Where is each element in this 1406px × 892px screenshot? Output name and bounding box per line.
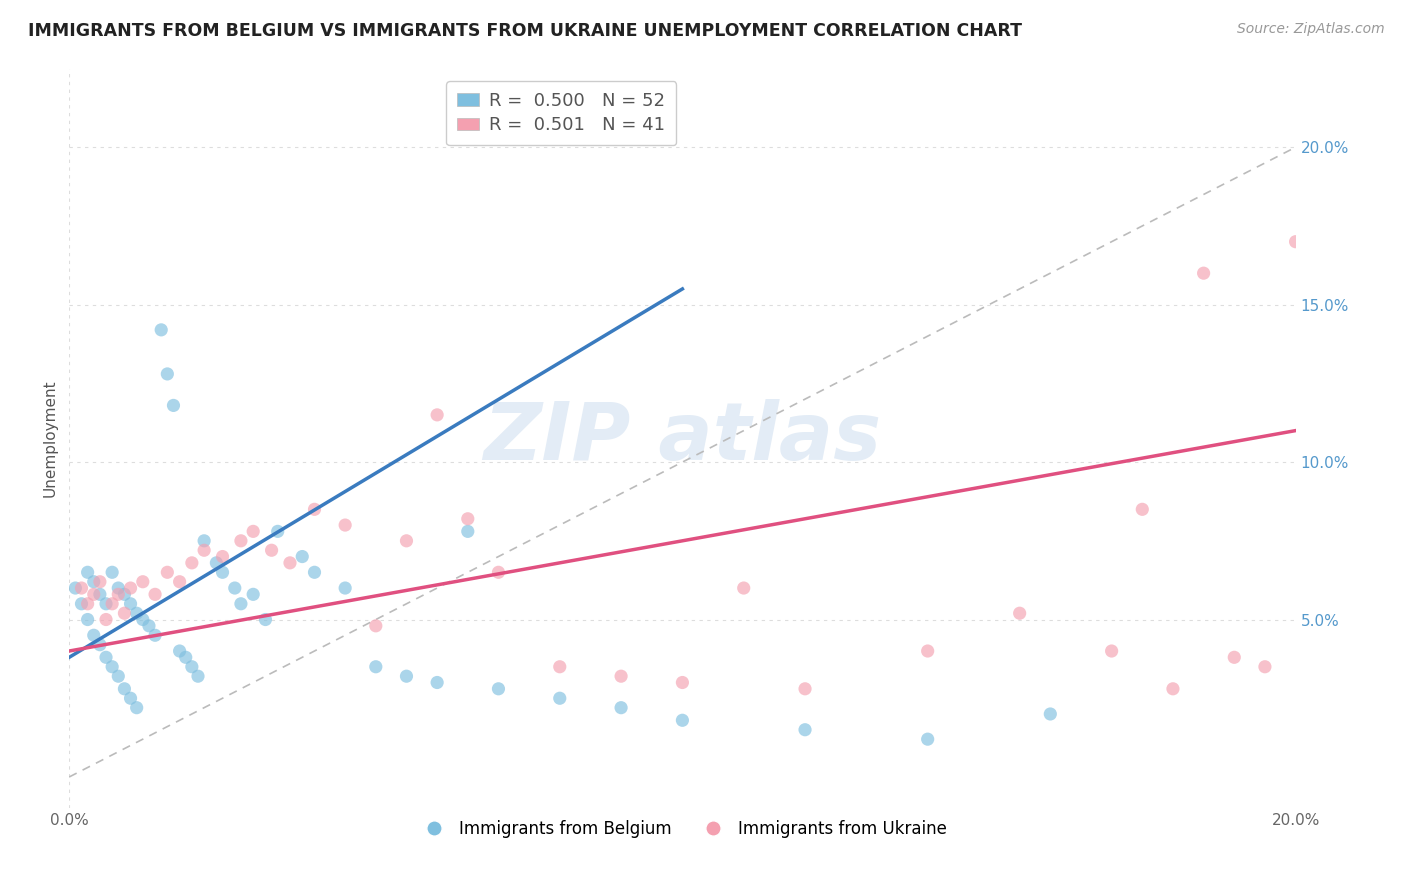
Point — [120, 581, 142, 595]
Point — [548, 691, 571, 706]
Point — [101, 566, 124, 580]
Point — [94, 613, 117, 627]
Point — [156, 566, 179, 580]
Point — [304, 502, 326, 516]
Point — [1101, 644, 1123, 658]
Point — [211, 566, 233, 580]
Point — [917, 732, 939, 747]
Point — [548, 659, 571, 673]
Point — [1284, 235, 1306, 249]
Point — [364, 659, 387, 673]
Point — [125, 606, 148, 620]
Point — [224, 581, 246, 595]
Point — [70, 597, 93, 611]
Point — [65, 581, 87, 595]
Point — [211, 549, 233, 564]
Point — [76, 597, 98, 611]
Point — [205, 556, 228, 570]
Y-axis label: Unemployment: Unemployment — [44, 380, 58, 498]
Point — [162, 399, 184, 413]
Point — [1254, 659, 1277, 673]
Point — [180, 659, 202, 673]
Point — [193, 533, 215, 548]
Point — [101, 597, 124, 611]
Point — [242, 524, 264, 539]
Point — [193, 543, 215, 558]
Point — [101, 659, 124, 673]
Point — [169, 574, 191, 589]
Point — [112, 681, 135, 696]
Point — [794, 681, 817, 696]
Point — [1192, 266, 1215, 280]
Point — [794, 723, 817, 737]
Point — [1223, 650, 1246, 665]
Point — [229, 533, 252, 548]
Point — [83, 574, 105, 589]
Point — [94, 650, 117, 665]
Point — [671, 675, 693, 690]
Point — [1039, 706, 1062, 721]
Point — [83, 587, 105, 601]
Point — [278, 556, 301, 570]
Point — [488, 681, 510, 696]
Point — [180, 556, 202, 570]
Point — [291, 549, 314, 564]
Point — [488, 566, 510, 580]
Point — [457, 524, 479, 539]
Point — [254, 613, 277, 627]
Point — [1161, 681, 1184, 696]
Point — [1008, 606, 1031, 620]
Point — [304, 566, 326, 580]
Point — [242, 587, 264, 601]
Point — [610, 700, 633, 714]
Point — [112, 587, 135, 601]
Point — [125, 700, 148, 714]
Point — [132, 574, 155, 589]
Point — [150, 323, 173, 337]
Point — [76, 613, 98, 627]
Point — [426, 408, 449, 422]
Point — [107, 669, 129, 683]
Point — [426, 675, 449, 690]
Point — [138, 619, 160, 633]
Point — [143, 587, 166, 601]
Point — [89, 638, 111, 652]
Point — [260, 543, 283, 558]
Point — [156, 367, 179, 381]
Point — [120, 691, 142, 706]
Point — [267, 524, 290, 539]
Point — [187, 669, 209, 683]
Text: Source: ZipAtlas.com: Source: ZipAtlas.com — [1237, 22, 1385, 37]
Point — [132, 613, 155, 627]
Point — [107, 581, 129, 595]
Point — [143, 628, 166, 642]
Point — [333, 581, 356, 595]
Point — [107, 587, 129, 601]
Point — [917, 644, 939, 658]
Point — [1130, 502, 1153, 516]
Point — [89, 574, 111, 589]
Point — [120, 597, 142, 611]
Point — [333, 518, 356, 533]
Point — [112, 606, 135, 620]
Point — [395, 533, 418, 548]
Point — [83, 628, 105, 642]
Point — [169, 644, 191, 658]
Point — [174, 650, 197, 665]
Text: IMMIGRANTS FROM BELGIUM VS IMMIGRANTS FROM UKRAINE UNEMPLOYMENT CORRELATION CHAR: IMMIGRANTS FROM BELGIUM VS IMMIGRANTS FR… — [28, 22, 1022, 40]
Point — [76, 566, 98, 580]
Point — [94, 597, 117, 611]
Legend: Immigrants from Belgium, Immigrants from Ukraine: Immigrants from Belgium, Immigrants from… — [411, 814, 955, 845]
Point — [229, 597, 252, 611]
Point — [610, 669, 633, 683]
Point — [364, 619, 387, 633]
Point — [395, 669, 418, 683]
Point — [733, 581, 755, 595]
Point — [671, 713, 693, 727]
Point — [70, 581, 93, 595]
Point — [89, 587, 111, 601]
Point — [457, 512, 479, 526]
Text: ZIP atlas: ZIP atlas — [484, 400, 882, 477]
